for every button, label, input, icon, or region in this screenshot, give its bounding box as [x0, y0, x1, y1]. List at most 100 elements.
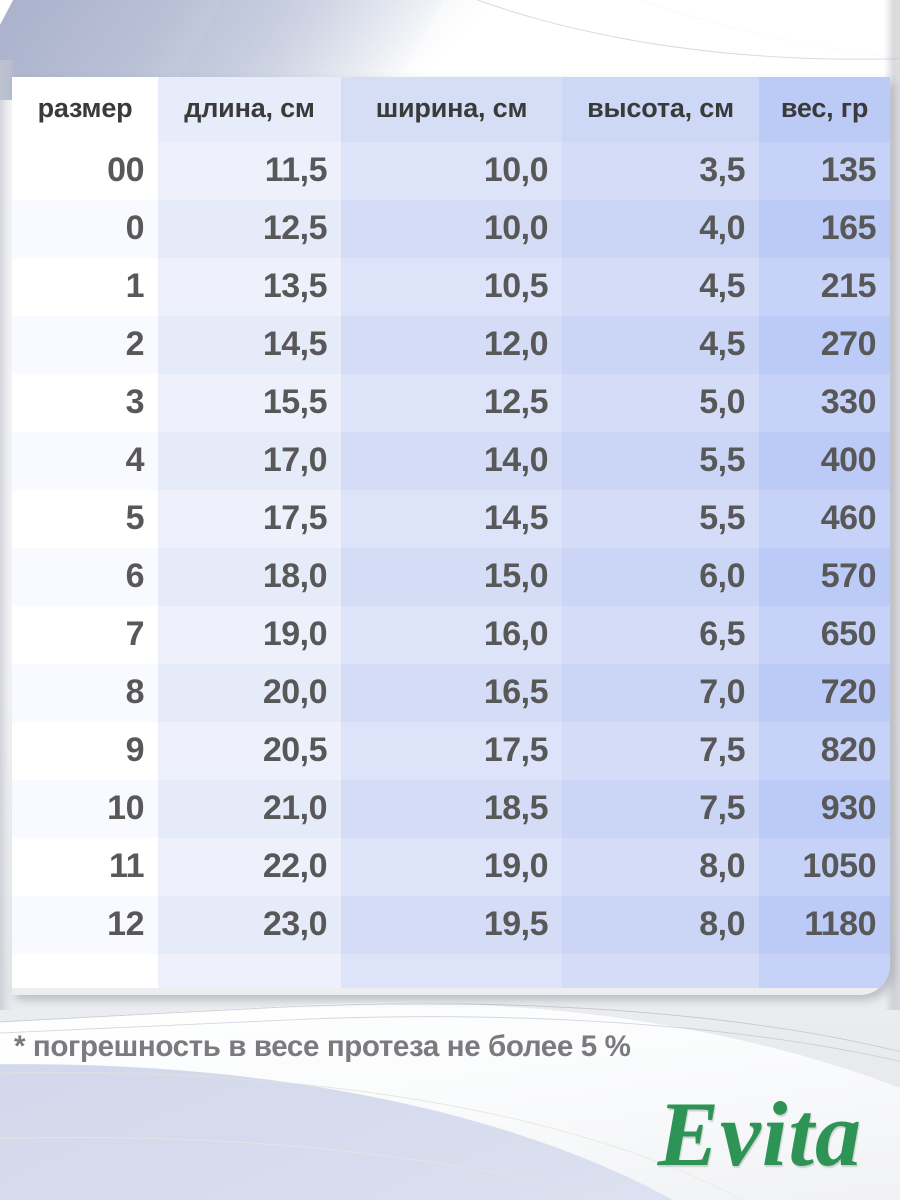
cell-weight: 135 — [759, 142, 890, 200]
header-width: ширина, см — [341, 77, 562, 142]
cell-width: 16,0 — [341, 606, 562, 664]
cell-size: 12 — [12, 896, 158, 954]
cell-size: 0 — [12, 200, 158, 258]
cell-height: 6,5 — [562, 606, 759, 664]
cell-width: 12,0 — [341, 316, 562, 374]
table-row: 2 14,5 12,0 4,5 270 — [12, 316, 890, 374]
size-table: размер длина, см ширина, см высота, см в… — [12, 77, 890, 988]
cell-weight: 1180 — [759, 896, 890, 954]
cell-height: 4,5 — [562, 258, 759, 316]
cell-height: 4,0 — [562, 200, 759, 258]
cell-length: 19,0 — [158, 606, 341, 664]
cell-weight: 720 — [759, 664, 890, 722]
header-length: длина, см — [158, 77, 341, 142]
cell-length: 13,5 — [158, 258, 341, 316]
cell-weight: 330 — [759, 374, 890, 432]
cell-weight: 820 — [759, 722, 890, 780]
table-row: 9 20,5 17,5 7,5 820 — [12, 722, 890, 780]
table-row: 4 17,0 14,0 5,5 400 — [12, 432, 890, 490]
cell-weight: 930 — [759, 780, 890, 838]
cell-height: 7,5 — [562, 780, 759, 838]
cell-width: 10,5 — [341, 258, 562, 316]
cell-height: 6,0 — [562, 548, 759, 606]
table-row: 5 17,5 14,5 5,5 460 — [12, 490, 890, 548]
cell-length: 18,0 — [158, 548, 341, 606]
cell-size: 10 — [12, 780, 158, 838]
cell-height: 8,0 — [562, 838, 759, 896]
cell-weight: 650 — [759, 606, 890, 664]
cell-width: 10,0 — [341, 142, 562, 200]
table-header-row: размер длина, см ширина, см высота, см в… — [12, 77, 890, 142]
table-filler-row — [12, 954, 890, 988]
cell-height: 5,0 — [562, 374, 759, 432]
cell-size: 6 — [12, 548, 158, 606]
cell-length: 17,5 — [158, 490, 341, 548]
cell-height: 8,0 — [562, 896, 759, 954]
table-row: 7 19,0 16,0 6,5 650 — [12, 606, 890, 664]
cell-weight: 215 — [759, 258, 890, 316]
cell-size: 8 — [12, 664, 158, 722]
cell-size: 5 — [12, 490, 158, 548]
table-row: 8 20,0 16,5 7,0 720 — [12, 664, 890, 722]
cell-width: 14,5 — [341, 490, 562, 548]
top-curve-line-secondary — [330, 0, 900, 70]
evita-logo: Evita — [657, 1083, 862, 1185]
cell-width: 14,0 — [341, 432, 562, 490]
cell-weight: 460 — [759, 490, 890, 548]
header-weight: вес, гр — [759, 77, 890, 142]
cell-size: 2 — [12, 316, 158, 374]
table-filler-cell — [158, 954, 341, 988]
table-row: 3 15,5 12,5 5,0 330 — [12, 374, 890, 432]
cell-length: 14,5 — [158, 316, 341, 374]
cell-length: 22,0 — [158, 838, 341, 896]
cell-weight: 570 — [759, 548, 890, 606]
header-size: размер — [12, 77, 158, 142]
cell-weight: 1050 — [759, 838, 890, 896]
cell-size: 3 — [12, 374, 158, 432]
cell-width: 16,5 — [341, 664, 562, 722]
table-body: 00 11,5 10,0 3,5 135 0 12,5 10,0 4,0 165 1 13,5 10,5… — [12, 142, 890, 988]
cell-weight: 165 — [759, 200, 890, 258]
cell-length: 21,0 — [158, 780, 341, 838]
cell-size: 7 — [12, 606, 158, 664]
table-row: 1 13,5 10,5 4,5 215 — [12, 258, 890, 316]
table-row: 11 22,0 19,0 8,0 1050 — [12, 838, 890, 896]
cell-height: 5,5 — [562, 432, 759, 490]
table-filler-cell — [341, 954, 562, 988]
cell-width: 19,0 — [341, 838, 562, 896]
table-filler-cell — [562, 954, 759, 988]
cell-width: 15,0 — [341, 548, 562, 606]
cell-width: 17,5 — [341, 722, 562, 780]
cell-length: 17,0 — [158, 432, 341, 490]
cell-height: 4,5 — [562, 316, 759, 374]
cell-size: 00 — [12, 142, 158, 200]
cell-weight: 270 — [759, 316, 890, 374]
cell-length: 12,5 — [158, 200, 341, 258]
table-row: 0 12,5 10,0 4,0 165 — [12, 200, 890, 258]
cell-width: 12,5 — [341, 374, 562, 432]
table-header: размер длина, см ширина, см высота, см в… — [12, 77, 890, 142]
cell-height: 5,5 — [562, 490, 759, 548]
footnote-text: * погрешность в весе протеза не более 5 … — [14, 1030, 631, 1063]
cell-length: 15,5 — [158, 374, 341, 432]
table-row: 6 18,0 15,0 6,0 570 — [12, 548, 890, 606]
cell-width: 18,5 — [341, 780, 562, 838]
table-filler-cell — [759, 954, 890, 988]
cell-length: 20,0 — [158, 664, 341, 722]
cell-height: 7,0 — [562, 664, 759, 722]
size-table-container: размер длина, см ширина, см высота, см в… — [12, 77, 890, 995]
cell-size: 11 — [12, 838, 158, 896]
header-height: высота, см — [562, 77, 759, 142]
cell-height: 7,5 — [562, 722, 759, 780]
cell-weight: 400 — [759, 432, 890, 490]
cell-length: 20,5 — [158, 722, 341, 780]
cell-size: 4 — [12, 432, 158, 490]
table-filler-cell — [12, 954, 158, 988]
cell-size: 1 — [12, 258, 158, 316]
cell-width: 19,5 — [341, 896, 562, 954]
table-row: 10 21,0 18,5 7,5 930 — [12, 780, 890, 838]
table-row: 12 23,0 19,5 8,0 1180 — [12, 896, 890, 954]
cell-length: 23,0 — [158, 896, 341, 954]
cell-width: 10,0 — [341, 200, 562, 258]
